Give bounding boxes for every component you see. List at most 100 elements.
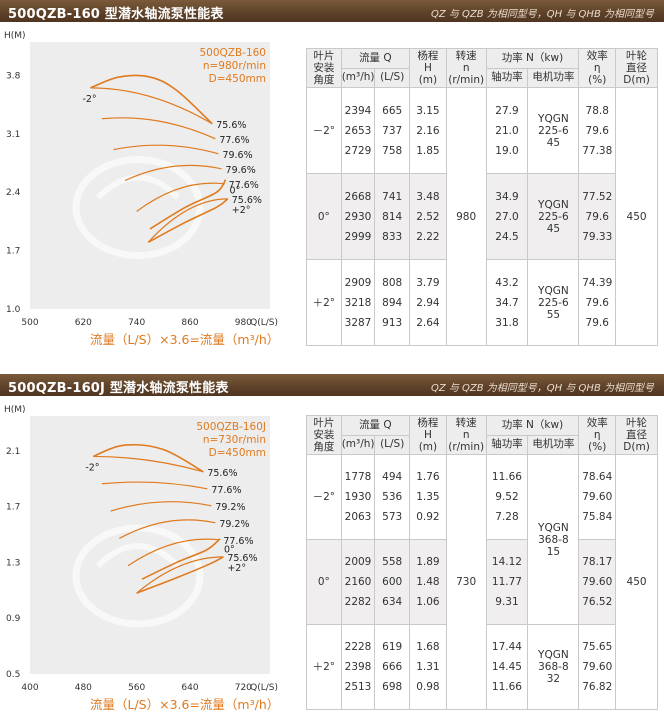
cell-line: 74.39 [582,276,613,289]
cell-line: 34.9 [495,190,519,203]
cell-line: 2009 [344,556,372,568]
cell-line: (r/min) [448,74,485,86]
y-tick-label: 2.4 [6,188,21,198]
cell-line: 1778 [344,471,372,483]
cell-line: 1.35 [416,491,440,503]
cell-flow-ls: 558 600 634 [374,539,411,625]
cell-line: 2394 [344,104,372,117]
header-impeller-text: 叶轮 直径 D(m) [616,50,657,86]
cell-line: 741 [382,190,403,203]
cell-line: 角度 [313,74,335,86]
cell-line: 75.84 [582,511,613,523]
cell-motor-power: YQGN 225-6 55 [527,259,580,346]
cell-values: 3.15 2.16 1.85 [410,101,446,161]
y-tick-label: 2.1 [6,447,20,457]
performance-table: 叶片 安装 角度 流量 Q 杨程 H (m) 转速 n (r/min) 功率 N（kw) 效… [306,48,658,346]
watermark-swirl [95,174,181,200]
y-tick-label: 3.1 [6,130,20,140]
cell-line: 叶片 [313,50,335,62]
performance-chart: 2.1 1.7 1.3 0.9 0.5 400 480 560 640 720 H(M) Q(L/S)… [0,396,300,719]
header-impeller-text: 叶轮 直径 D(m) [616,417,657,453]
cell-line: 3287 [344,316,372,329]
efficiency-curve [136,182,225,212]
cell-line: 14.12 [491,556,522,568]
efficiency-curve [101,117,216,140]
header-flow-m3h: (m³/h) [340,67,376,88]
header-head: 杨程 H (m) [409,415,447,455]
efficiency-curve [124,164,222,182]
y-tick-label: 0.5 [6,670,20,680]
section-banner: 500QZB-160 型潜水轴流泵性能表 QZ 与 QZB 为相同型号，QH 与… [0,0,664,22]
x-tick-label: 980 [235,318,252,328]
header-motor-power: 电机功率 [527,67,580,88]
efficiency-label: 79.2% [215,502,245,513]
cell-line: 79.6 [585,316,609,329]
cell-line: 225-6 [538,210,569,223]
watermark-ring [72,524,204,628]
cell-values: 17.44 14.45 11.66 [487,637,528,697]
x-tick-label: 500 [21,318,38,328]
cell-efficiency: 74.39 79.6 79.6 [578,259,617,346]
cell-flow-ls: 808 894 913 [374,259,411,346]
cell-line: 45 [546,222,561,235]
cell-shaft-power: 17.44 14.45 11.66 [485,624,529,710]
cell-shaft-power: 11.66 9.52 7.28 [485,454,529,540]
cell-motor-power: YQGN 368-8 15 [527,454,580,625]
cell-efficiency: 78.17 79.60 76.52 [578,539,617,625]
efficiency-curve [90,87,213,125]
blade-angle-label: +2° [232,205,251,216]
cell-angle: －2° [306,454,342,540]
cell-line: 2.22 [416,230,440,243]
cell-line: (r/min) [448,441,485,453]
cell-line: 2.94 [416,296,440,309]
cell-values: 27.9 21.0 19.0 [487,101,528,161]
cell-shaft-power: 14.12 11.77 9.31 [485,539,529,625]
cell-flow-m3h: 2909 3218 3287 [340,259,376,346]
cell-line: 78.64 [582,471,613,483]
chart-info-line: 500QZB-160J [196,421,266,433]
blade-angle-label: -2° [85,462,99,473]
cell-line: 913 [382,316,403,329]
y-tick-label: 3.8 [6,71,21,81]
cell-line: 27.0 [495,210,519,223]
pump-section-500qzb-160: 500QZB-160 型潜水轴流泵性能表 QZ 与 QZB 为相同型号，QH 与… [0,0,664,347]
cell-line: D(m) [623,74,650,86]
cell-values: 2909 3218 3287 [342,273,375,333]
efficiency-curve [93,455,204,473]
header-blade-angle: 叶片 安装 角度 [306,415,342,455]
cell-line: 31.8 [495,316,519,329]
cell-line: 494 [382,471,403,483]
cell-line: (%) [588,441,607,453]
header-blade-angle-text: 叶片 安装 角度 [307,417,341,453]
blade-angle-label: -2° [82,94,96,105]
efficiency-label: 79.6% [222,150,252,161]
cell-line: 1.76 [416,471,440,483]
cell-line: 894 [382,296,403,309]
hq-curve-minus2 [90,74,213,125]
cell-flow-ls: 494 536 573 [374,454,411,540]
x-axis-label: Q(L/S) [250,683,278,693]
x-tick-label: 860 [181,318,198,328]
cell-values: 34.9 27.0 24.5 [487,187,528,247]
cell-angle: ＋2° [306,624,342,710]
cell-line: 叶轮 [626,50,648,62]
cell-line: 45 [546,136,561,149]
cell-angle: －2° [306,87,342,174]
efficiency-curve [113,144,219,155]
cell-values: 665 737 758 [375,101,409,161]
cell-line: 666 [382,661,403,673]
cell-line: 1.31 [416,661,440,673]
cell-line: H [423,62,432,74]
cell-line: 32 [546,673,561,685]
efficiency-curve [101,481,208,490]
cell-line: 573 [382,511,403,523]
cell-line: 1.89 [416,556,440,568]
cell-head: 3.15 2.16 1.85 [409,87,447,174]
x-tick-label: 640 [181,683,198,693]
efficiency-label: 79.2% [219,519,249,530]
cell-line: 角度 [313,441,335,453]
efficiency-curve [110,501,212,512]
cell-motor-power: YQGN 368-8 32 [527,624,580,710]
efficiency-label: 77.6% [223,536,253,547]
